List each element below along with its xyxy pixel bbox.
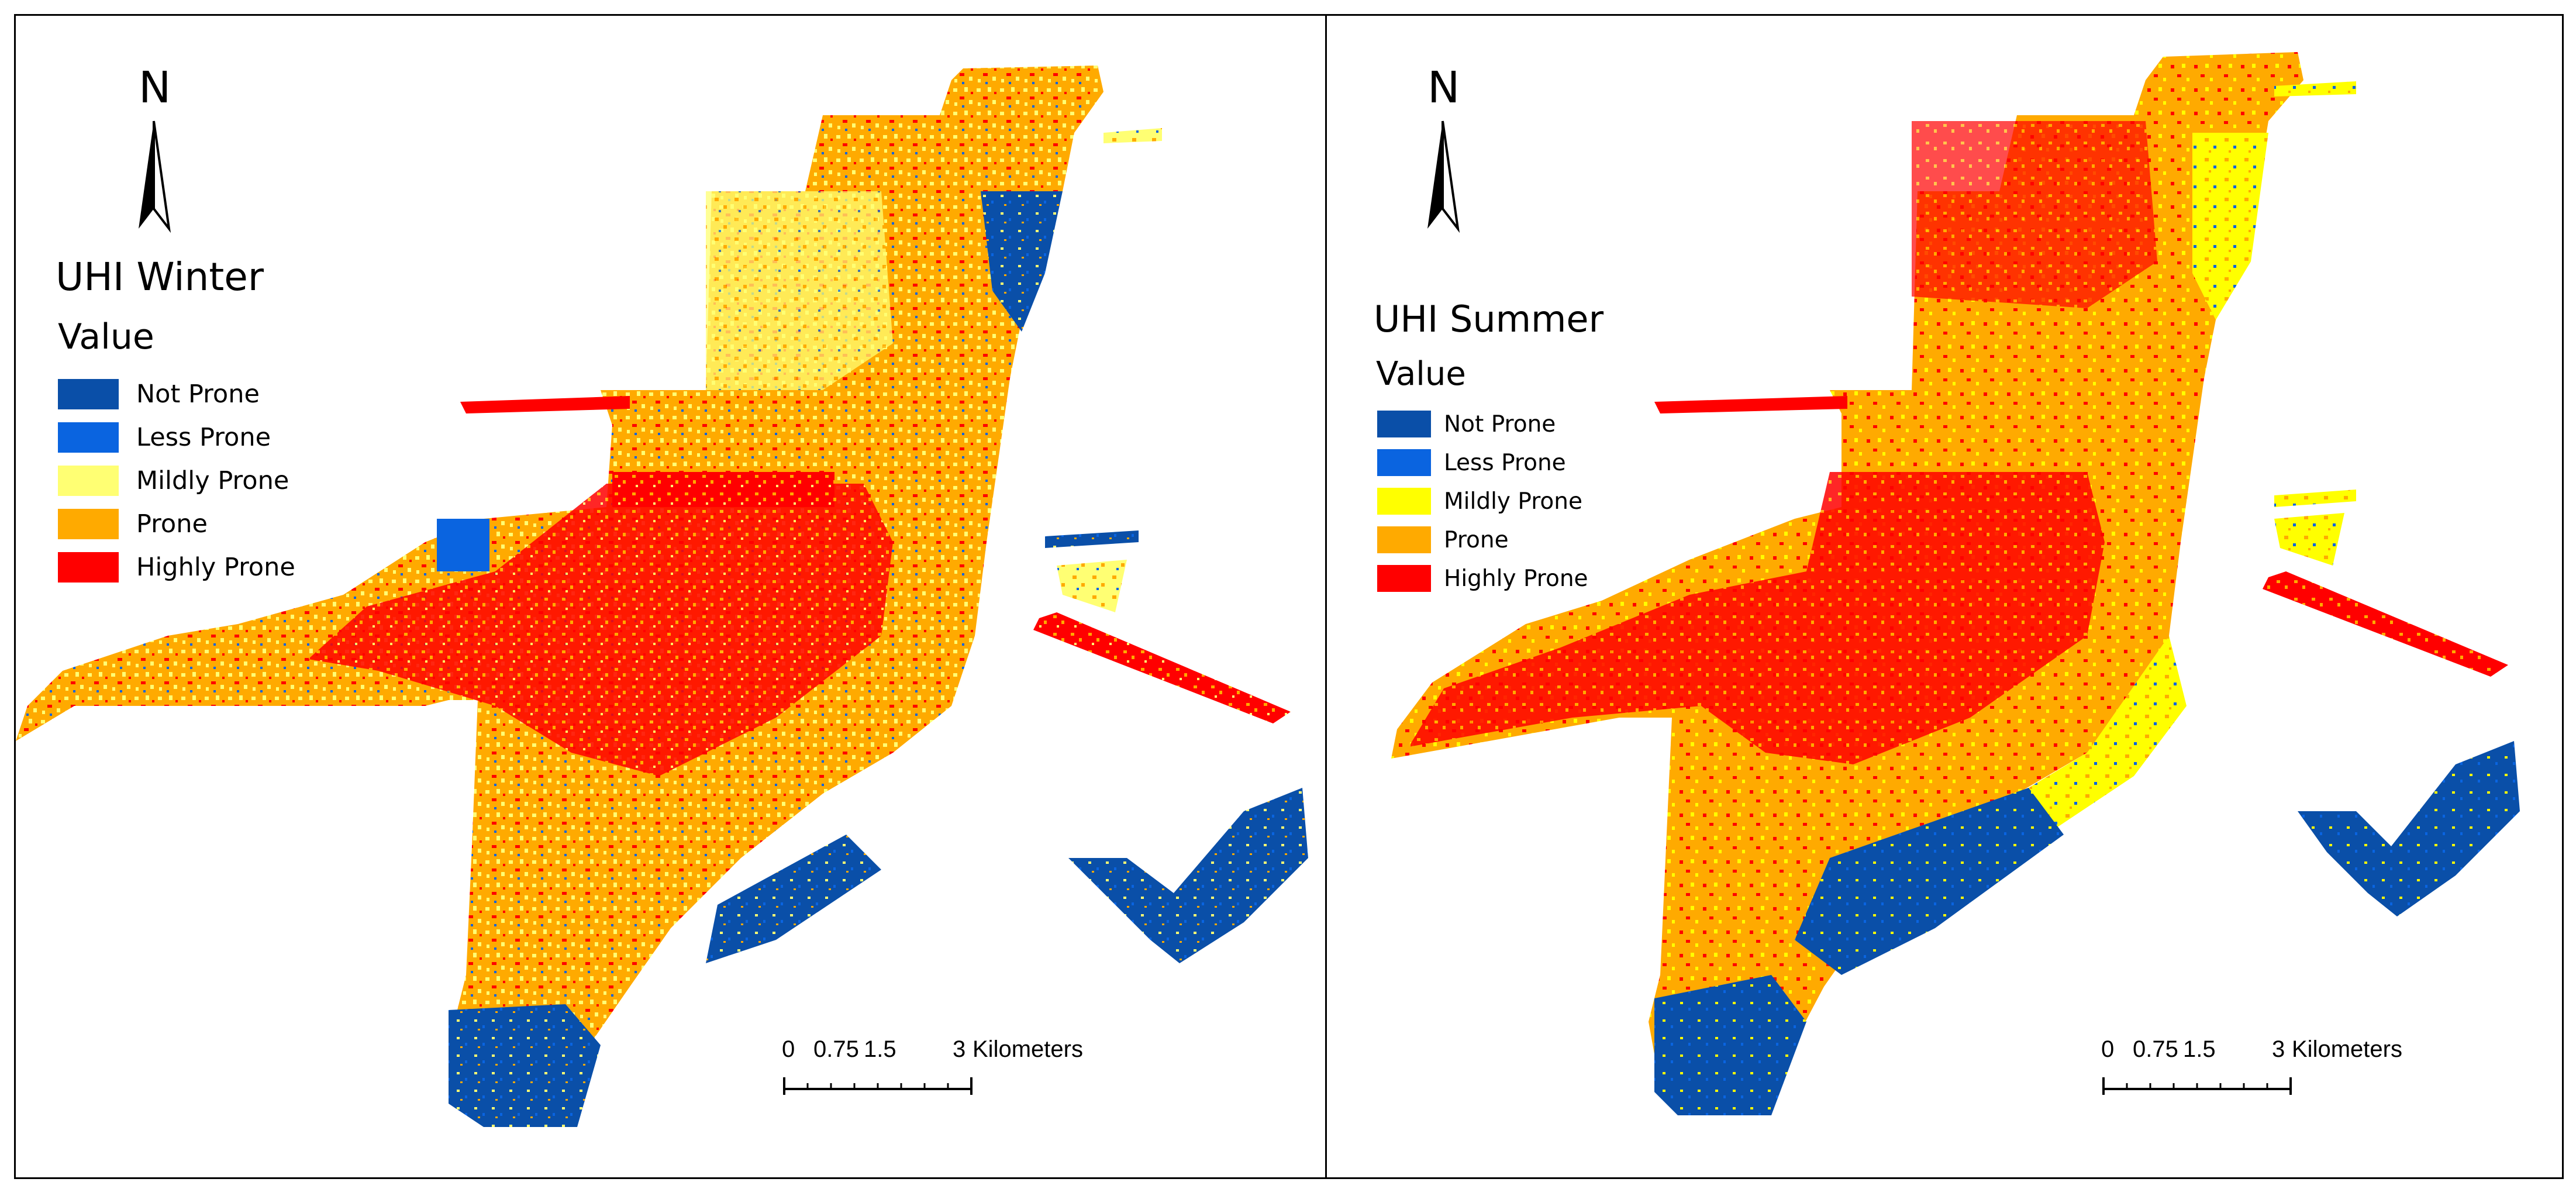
scale-bar-graphic: [783, 1077, 973, 1095]
legend-item: Not Prone: [1377, 405, 1588, 443]
north-label: N: [1427, 63, 1460, 113]
legend-heading: Value: [1376, 355, 1466, 393]
north-label: N: [139, 63, 171, 113]
scale-tick-label: 0.75: [813, 1036, 859, 1062]
legend-swatch: [58, 466, 119, 496]
legend-item: Less Prone: [1377, 443, 1588, 482]
legend-swatch: [1377, 411, 1431, 437]
legend-label: Highly Prone: [1444, 565, 1588, 592]
legend-swatch: [1377, 449, 1431, 476]
map-panel-winter: N UHI Winter Value Not Prone Less Prone …: [14, 14, 1327, 1179]
scale-bar: 0 0.75 1.5 3 Kilometers: [770, 1036, 1098, 1107]
uhi-summer-map: [1391, 52, 2520, 1115]
scale-tick-label: 0: [2101, 1036, 2115, 1062]
legend-label: Mildly Prone: [1444, 488, 1582, 515]
scale-unit-label: Kilometers: [973, 1036, 1083, 1062]
legend-item: Highly Prone: [58, 546, 295, 589]
scale-tick-label: 3: [953, 1036, 966, 1062]
north-arrow: N: [1394, 63, 1470, 238]
legend-item: Prone: [1377, 521, 1588, 559]
legend-item: Less Prone: [58, 416, 295, 459]
legend-swatch: [58, 552, 119, 583]
legend-label: Less Prone: [1444, 449, 1566, 476]
uhi-winter-map: [16, 66, 1308, 1127]
north-arrow-icon: [1427, 120, 1460, 233]
legend-label: Highly Prone: [136, 553, 295, 582]
legend-swatch: [1377, 488, 1431, 515]
legend-label: Not Prone: [136, 380, 260, 409]
legend-label: Prone: [1444, 526, 1509, 553]
scale-unit-label: Kilometers: [2292, 1036, 2402, 1062]
scale-tick-label: 1.5: [864, 1036, 896, 1062]
legend-item: Mildly Prone: [58, 459, 295, 502]
legend-label: Not Prone: [1444, 411, 1556, 437]
legend-label: Mildly Prone: [136, 466, 289, 495]
legend-swatch: [58, 379, 119, 409]
legend-item: Highly Prone: [1377, 559, 1588, 598]
legend-item: Prone: [58, 502, 295, 546]
legend-swatch: [58, 422, 119, 453]
scale-tick-label: 3: [2272, 1036, 2285, 1062]
north-arrow-icon: [139, 120, 171, 233]
legend-label: Less Prone: [136, 423, 271, 452]
legend-item: Mildly Prone: [1377, 482, 1588, 521]
legend-swatch: [58, 509, 119, 539]
scale-tick-label: 0.75: [2133, 1036, 2178, 1062]
scale-bar-graphic: [2102, 1077, 2292, 1095]
legend-swatch: [1377, 526, 1431, 553]
scale-tick-label: 1.5: [2183, 1036, 2216, 1062]
map-title: UHI Summer: [1374, 298, 1604, 340]
map-panel-summer: N UHI Summer Value Not Prone Less Prone …: [1325, 14, 2564, 1179]
scale-bar: 0 0.75 1.5 3 Kilometers: [2089, 1036, 2417, 1107]
legend-heading: Value: [58, 316, 154, 357]
legend-label: Prone: [136, 509, 208, 539]
north-arrow: N: [105, 63, 181, 238]
scale-tick-label: 0: [782, 1036, 795, 1062]
legend: Not Prone Less Prone Mildly Prone Prone …: [58, 373, 295, 589]
legend: Not Prone Less Prone Mildly Prone Prone …: [1377, 405, 1588, 598]
map-title: UHI Winter: [56, 254, 264, 299]
legend-swatch: [1377, 565, 1431, 592]
legend-item: Not Prone: [58, 373, 295, 416]
